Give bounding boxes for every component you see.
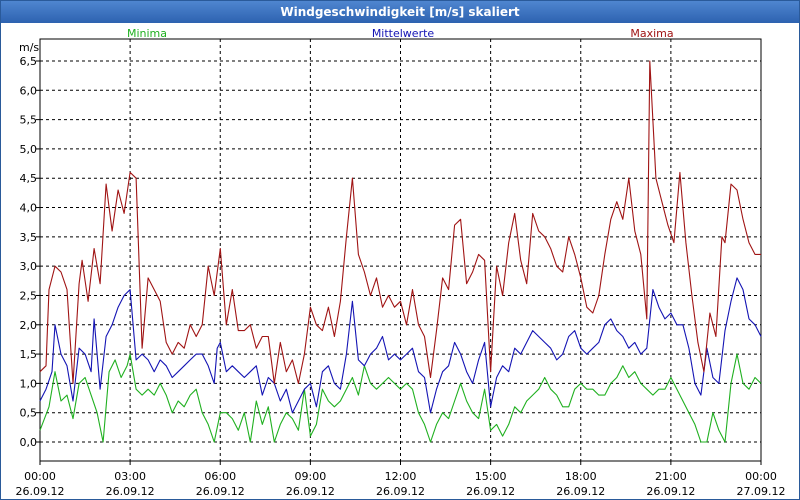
y-tick-label: 2,5 [20,289,38,302]
x-tick-date-label: 26.09.12 [106,485,155,498]
x-tick-date-label: 26.09.12 [466,485,515,498]
x-tick-date-label: 26.09.12 [16,485,65,498]
y-tick-label: 6,0 [20,84,38,97]
y-tick-label: 4,0 [20,202,38,215]
x-tick-time-label: 00:00 [24,470,56,483]
y-tick-label: 5,0 [20,143,38,156]
x-tick-time-label: 18:00 [565,470,597,483]
y-tick-label: 1,0 [20,377,38,390]
x-tick-date-label: 26.09.12 [196,485,245,498]
x-tick-time-label: 15:00 [475,470,507,483]
y-axis: 0,0 0,5 1,0 1,5 2,0 2,5 3,0 3,5 4,0 4,5 5,0 5,5 6,0 6… [20,55,40,449]
x-axis: 00:00 26.09.12 03:00 26.09.12 06:00 26.09.12 0… [16,461,786,498]
x-tick-time-label: 12:00 [385,470,417,483]
y-tick-label: 5,5 [20,114,38,127]
legend-maxima: Maxima [630,27,673,40]
y-tick-label: 6,5 [20,55,38,68]
y-tick-label: 4,5 [20,172,38,185]
y-axis-label: m/s [19,41,39,54]
y-tick-label: 3,5 [20,231,38,244]
x-tick-time-label: 00:00 [745,470,777,483]
y-tick-label: 1,5 [20,348,38,361]
y-tick-label: 0,5 [20,407,38,420]
legend-mittelwerte: Mittelwerte [372,27,435,40]
series-line-mittelwerte [39,277,762,414]
x-tick-date-label: 26.09.12 [286,485,335,498]
y-tick-label: 0,0 [20,436,38,449]
legend-minima: Minima [127,27,167,40]
series-lines [39,60,762,443]
x-tick-time-label: 09:00 [295,470,327,483]
legend: Minima Mittelwerte Maxima [127,27,674,40]
x-tick-date-label: 26.09.12 [376,485,425,498]
x-tick-date-label: 26.09.12 [556,485,605,498]
series-line-minima [39,353,762,443]
series-line-maxima [39,60,761,384]
y-tick-label: 2,0 [20,319,38,332]
x-tick-time-label: 06:00 [204,470,236,483]
gridlines [40,39,761,461]
chart-title: Windgeschwindigkeit [m/s] skaliert [1,1,799,23]
x-tick-date-label: 27.09.12 [737,485,786,498]
x-tick-time-label: 21:00 [655,470,687,483]
y-tick-label: 3,0 [20,260,38,273]
x-tick-date-label: 26.09.12 [646,485,695,498]
x-tick-time-label: 03:00 [114,470,146,483]
